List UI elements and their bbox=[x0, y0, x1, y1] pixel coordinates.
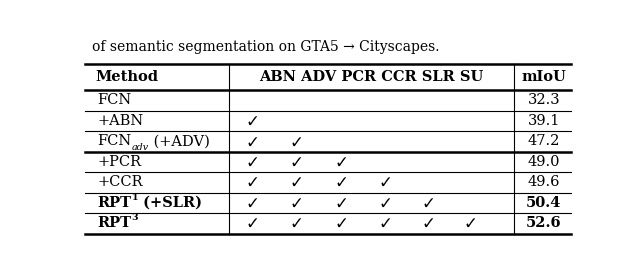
Text: $\checkmark$: $\checkmark$ bbox=[463, 214, 476, 232]
Text: 32.3: 32.3 bbox=[527, 93, 560, 107]
Text: FCN: FCN bbox=[97, 134, 132, 148]
Text: $\checkmark$: $\checkmark$ bbox=[244, 214, 258, 232]
Text: $\checkmark$: $\checkmark$ bbox=[289, 132, 302, 150]
Text: +PCR: +PCR bbox=[97, 155, 141, 169]
Text: of semantic segmentation on GTA5 → Cityscapes.: of semantic segmentation on GTA5 → Citys… bbox=[92, 40, 440, 54]
Text: Method: Method bbox=[95, 70, 158, 84]
Text: $\checkmark$: $\checkmark$ bbox=[420, 194, 434, 212]
Text: +CCR: +CCR bbox=[97, 175, 143, 189]
Text: (+ADV): (+ADV) bbox=[148, 134, 210, 148]
Text: $\checkmark$: $\checkmark$ bbox=[289, 173, 302, 191]
Text: adv: adv bbox=[132, 143, 148, 152]
Text: $\checkmark$: $\checkmark$ bbox=[244, 194, 258, 212]
Text: 49.6: 49.6 bbox=[527, 175, 560, 189]
Text: $\checkmark$: $\checkmark$ bbox=[420, 214, 434, 232]
Text: $\checkmark$: $\checkmark$ bbox=[378, 194, 392, 212]
Text: 3: 3 bbox=[131, 213, 138, 222]
Text: 50.4: 50.4 bbox=[526, 196, 561, 210]
Text: $\checkmark$: $\checkmark$ bbox=[378, 214, 392, 232]
Text: $\checkmark$: $\checkmark$ bbox=[289, 153, 302, 171]
Text: RPT: RPT bbox=[97, 196, 131, 210]
Text: ABN ADV PCR CCR SLR SU: ABN ADV PCR CCR SLR SU bbox=[259, 70, 484, 84]
Text: $\checkmark$: $\checkmark$ bbox=[289, 214, 302, 232]
Text: $\checkmark$: $\checkmark$ bbox=[289, 194, 302, 212]
Text: $\checkmark$: $\checkmark$ bbox=[244, 173, 258, 191]
Text: 39.1: 39.1 bbox=[527, 114, 560, 128]
Text: 47.2: 47.2 bbox=[527, 134, 560, 148]
Text: $\checkmark$: $\checkmark$ bbox=[378, 173, 392, 191]
Text: RPT: RPT bbox=[97, 216, 131, 230]
Text: $\checkmark$: $\checkmark$ bbox=[334, 194, 347, 212]
Text: +ABN: +ABN bbox=[97, 114, 143, 128]
Text: 49.0: 49.0 bbox=[527, 155, 560, 169]
Text: (+SLR): (+SLR) bbox=[138, 196, 202, 210]
Text: 1: 1 bbox=[131, 193, 138, 202]
Text: $\checkmark$: $\checkmark$ bbox=[334, 153, 347, 171]
Text: $\checkmark$: $\checkmark$ bbox=[334, 173, 347, 191]
Text: $\checkmark$: $\checkmark$ bbox=[334, 214, 347, 232]
Text: 52.6: 52.6 bbox=[526, 216, 561, 230]
Text: $\checkmark$: $\checkmark$ bbox=[244, 112, 258, 130]
Text: $\checkmark$: $\checkmark$ bbox=[244, 153, 258, 171]
Text: mIoU: mIoU bbox=[522, 70, 566, 84]
Text: $\checkmark$: $\checkmark$ bbox=[244, 132, 258, 150]
Text: FCN: FCN bbox=[97, 93, 132, 107]
